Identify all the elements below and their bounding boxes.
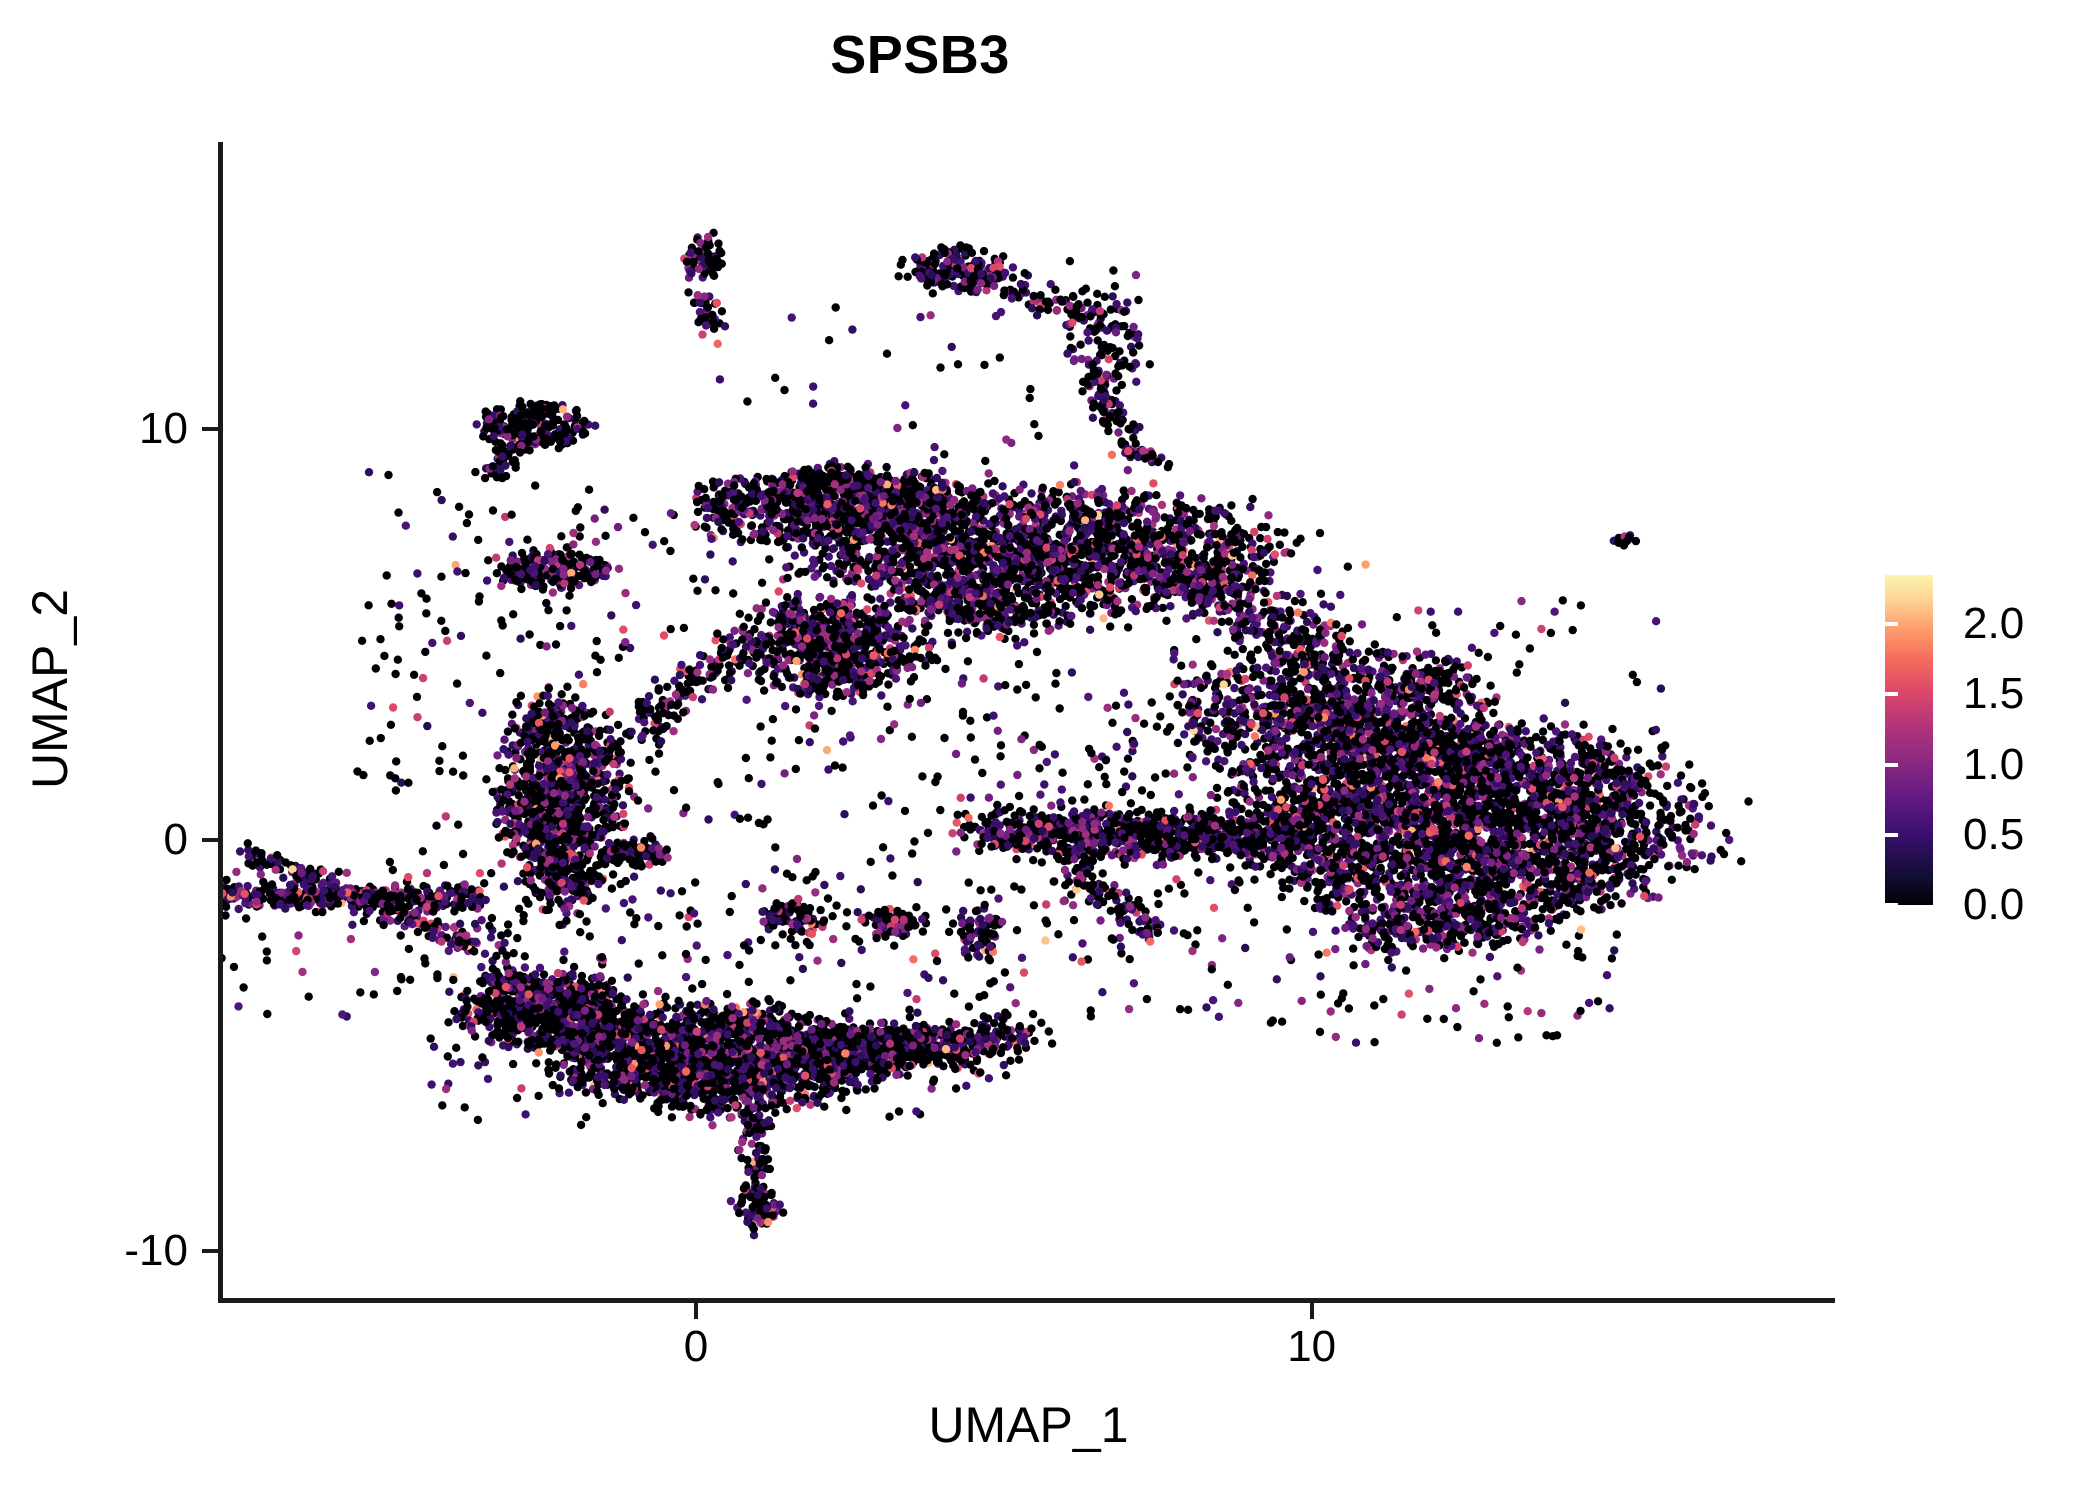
x-tick-mark xyxy=(1309,1303,1314,1319)
y-axis-title: UMAP_2 xyxy=(22,588,78,790)
colorbar-tick-label: 1.5 xyxy=(1963,669,2025,719)
y-tick-mark xyxy=(202,838,218,843)
colorbar-tick-mark xyxy=(1885,692,1898,697)
y-tick-label: 0 xyxy=(163,815,188,865)
colorbar-tick-mark xyxy=(1885,903,1898,907)
y-tick-mark xyxy=(202,427,218,432)
y-tick-mark xyxy=(202,1248,218,1253)
plot-panel xyxy=(222,142,1835,1300)
colorbar-tick-mark xyxy=(2072,622,2085,627)
page-title: SPSB3 xyxy=(830,25,1010,85)
colorbar-tick-label: 0.0 xyxy=(1963,880,2025,929)
x-tick-label: 0 xyxy=(683,1322,709,1371)
colorbar-tick-mark xyxy=(2072,762,2085,767)
y-axis-line xyxy=(218,142,223,1303)
colorbar-tick-label: 1.0 xyxy=(1963,739,2025,789)
colorbar-tick-label: 0.5 xyxy=(1963,809,2025,859)
x-axis-title: UMAP_1 xyxy=(928,1397,1129,1453)
colorbar-gradient xyxy=(1885,575,1933,905)
y-tick-label: 10 xyxy=(139,404,188,454)
colorbar-tick-mark xyxy=(1885,622,1898,627)
colorbar-tick-mark xyxy=(2072,832,2085,837)
x-axis-line xyxy=(218,1298,1835,1303)
colorbar-tick-mark xyxy=(2072,903,2085,907)
colorbar-tick-mark xyxy=(1885,762,1898,767)
colorbar-tick-mark xyxy=(1885,832,1898,837)
scatter-points-layer xyxy=(222,228,1753,1240)
colorbar-legend: 0.0 0.5 1.0 1.5 2.0 xyxy=(1885,575,2085,929)
x-tick-label: 10 xyxy=(1287,1322,1337,1371)
y-tick-label: -10 xyxy=(124,1225,188,1275)
x-tick-mark xyxy=(694,1303,699,1319)
colorbar-tick-mark xyxy=(2072,692,2085,697)
colorbar-tick-label: 2.0 xyxy=(1963,599,2025,649)
